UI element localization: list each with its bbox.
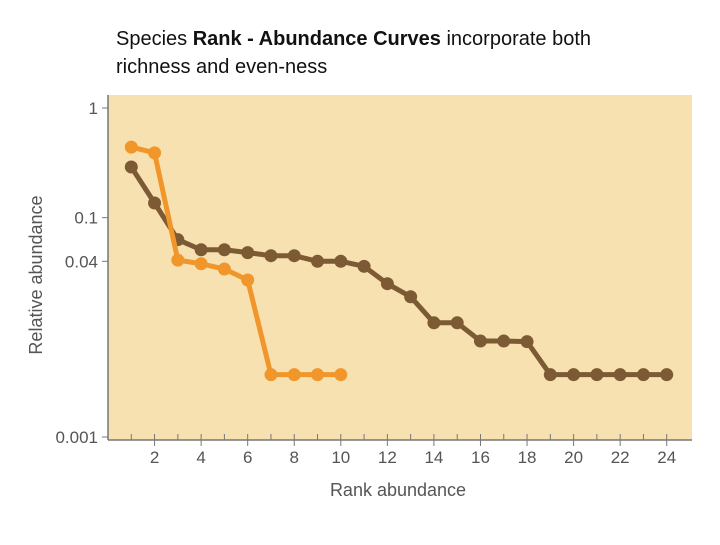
data-point	[124, 160, 138, 174]
x-tick-label: 24	[657, 448, 676, 467]
data-point	[241, 273, 255, 287]
x-tick-label: 14	[424, 448, 443, 467]
x-tick-label: 22	[611, 448, 630, 467]
series-line	[130, 144, 341, 378]
slide-title-line2: richness and even-ness	[116, 56, 327, 78]
data-point	[194, 257, 208, 271]
data-point	[287, 249, 301, 263]
data-point	[473, 334, 487, 348]
data-point	[567, 368, 581, 382]
data-point	[334, 368, 348, 382]
data-point	[613, 368, 627, 382]
data-point	[427, 316, 441, 330]
data-point	[311, 254, 325, 268]
x-tick-label: 2	[150, 448, 159, 467]
y-tick-label: 0.001	[55, 428, 98, 447]
data-point	[636, 368, 650, 382]
y-tick-label: 0.1	[74, 209, 98, 228]
data-point	[217, 262, 231, 276]
x-tick-label: 6	[243, 448, 252, 467]
data-point	[543, 368, 557, 382]
slide-title: Species Rank - Abundance Curves incorpor…	[116, 28, 591, 50]
data-point	[660, 368, 674, 382]
plot-background	[108, 95, 692, 440]
x-tick-label: 8	[290, 448, 299, 467]
data-point	[194, 243, 208, 257]
data-point	[450, 316, 464, 330]
data-point	[334, 254, 348, 268]
x-axis-label: Rank abundance	[330, 480, 466, 500]
data-point	[217, 243, 231, 257]
x-tick-label: 4	[196, 448, 205, 467]
y-axis-label: Relative abundance	[26, 195, 46, 354]
data-point	[497, 334, 511, 348]
data-point	[380, 277, 394, 291]
title-text: Species	[116, 28, 193, 50]
x-tick-label: 18	[518, 448, 537, 467]
data-point	[171, 253, 185, 267]
data-point	[241, 246, 255, 260]
data-point	[404, 290, 418, 304]
title-text: incorporate both	[441, 28, 591, 50]
title-bold: Rank - Abundance Curves	[193, 28, 441, 50]
data-point	[311, 368, 325, 382]
data-point	[148, 146, 162, 160]
y-tick-label: 1	[89, 99, 98, 118]
data-point	[264, 249, 278, 263]
x-tick-label: 20	[564, 448, 583, 467]
data-point	[287, 368, 301, 382]
data-point	[520, 335, 534, 349]
data-point	[590, 368, 604, 382]
x-tick-label: 16	[471, 448, 490, 467]
x-tick-label: 12	[378, 448, 397, 467]
data-point	[357, 259, 371, 273]
data-point	[148, 196, 162, 210]
x-tick-label: 10	[331, 448, 350, 467]
data-point	[124, 140, 138, 154]
y-tick-label: 0.04	[65, 252, 98, 271]
data-point	[264, 368, 278, 382]
